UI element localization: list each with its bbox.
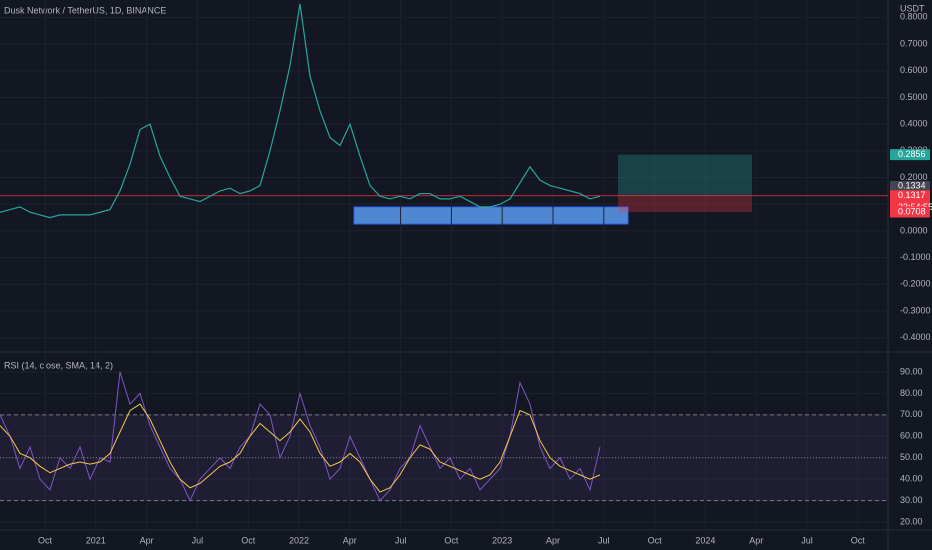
price-tag-label: 0.1334 — [898, 181, 926, 191]
x-tick-label: 2021 — [86, 535, 106, 545]
y-tick-label: 60.00 — [900, 431, 923, 441]
series-line — [0, 371, 601, 502]
x-tick-label: Oct — [851, 535, 866, 545]
y-tick-label: 30.00 — [900, 495, 923, 505]
y-tick-label: -0.3000 — [900, 305, 931, 315]
unit-label: USDT — [900, 3, 925, 13]
price-tag-label: 0.2856 — [898, 149, 926, 159]
rsi-title: RSI (14, close, SMA, 14, 2) — [4, 360, 113, 370]
stop-box — [618, 195, 752, 213]
price-tag — [890, 149, 930, 161]
x-tick-label: Apr — [140, 535, 154, 545]
price-tag-label: 0.1317 — [898, 190, 926, 200]
y-tick-label: -0.4000 — [900, 332, 931, 342]
target-box — [618, 154, 752, 196]
price-line — [0, 3, 601, 219]
y-tick-label: 0.5000 — [900, 92, 928, 102]
x-tick-label: Jul — [801, 535, 813, 545]
x-tick-label: Oct — [444, 535, 459, 545]
x-tick-label: Oct — [38, 535, 53, 545]
x-tick-label: Oct — [241, 535, 256, 545]
support-zone — [353, 206, 629, 225]
x-tick-label: Apr — [343, 535, 357, 545]
x-tick-label: Jul — [598, 535, 610, 545]
y-tick-label: 40.00 — [900, 474, 923, 484]
price-tag — [890, 206, 930, 218]
x-tick-label: 2024 — [695, 535, 715, 545]
x-tick-label: Apr — [546, 535, 560, 545]
y-tick-label: 0.7000 — [900, 38, 928, 48]
series-line — [0, 403, 601, 493]
price-tag — [890, 180, 930, 192]
y-tick-label: -0.1000 — [900, 252, 931, 262]
y-tick-label: 0.6000 — [900, 65, 928, 75]
y-tick-label: 0.8000 — [900, 12, 928, 22]
y-tick-label: 70.00 — [900, 409, 923, 419]
y-tick-label: 50.00 — [900, 452, 923, 462]
y-tick-label: 80.00 — [900, 388, 923, 398]
x-tick-label: 2022 — [289, 535, 309, 545]
x-tick-label: 2023 — [492, 535, 512, 545]
y-tick-label: -0.2000 — [900, 279, 931, 289]
y-tick-label: 90.00 — [900, 366, 923, 376]
y-tick-label: 0.0000 — [900, 225, 928, 235]
x-tick-label: Jul — [395, 535, 407, 545]
y-tick-label: 0.4000 — [900, 119, 928, 129]
x-tick-label: Jul — [192, 535, 204, 545]
x-tick-label: Apr — [749, 535, 763, 545]
y-tick-label: 20.00 — [900, 516, 923, 526]
x-tick-label: Oct — [648, 535, 663, 545]
price-tag-label: 0.0708 — [898, 206, 926, 216]
chart-title: Dusk Network / TetherUS, 1D, BINANCE — [4, 5, 166, 15]
y-tick-label: 0.2000 — [900, 172, 928, 182]
